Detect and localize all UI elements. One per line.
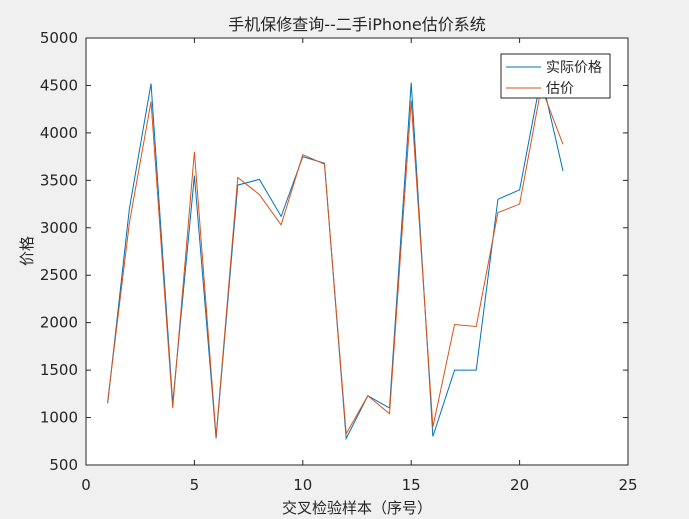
x-tick-label: 25 — [618, 476, 637, 494]
x-tick-label: 0 — [81, 476, 91, 494]
y-tick-label: 2500 — [40, 266, 78, 284]
y-tick-label: 5000 — [40, 29, 78, 47]
plot-frame — [85, 37, 629, 466]
series-line-estimate — [107, 85, 564, 437]
y-tick-label: 1500 — [40, 361, 78, 379]
x-tick-label: 5 — [190, 476, 200, 494]
y-tick-label: 4000 — [40, 124, 78, 142]
legend: 实际价格 估价 — [500, 53, 611, 99]
x-tick-label: 15 — [402, 476, 421, 494]
legend-label-actual: 实际价格 — [546, 60, 602, 76]
y-tick-label: 1000 — [40, 409, 78, 427]
series-layer — [107, 75, 564, 441]
legend-label-estimate: 估价 — [546, 81, 574, 97]
y-tick-label: 2000 — [40, 314, 78, 332]
chart-title: 手机保修查询--二手iPhone估价系统 — [228, 15, 486, 34]
y-axis-label: 价格 — [18, 236, 36, 266]
tick-layer: 0 5 10 15 20 25 500 1000 1500 2000 2500 3000 3500 400… — [40, 29, 638, 494]
y-tick-label: 3500 — [40, 171, 78, 189]
legend-box — [500, 53, 611, 99]
y-tick-label: 3000 — [40, 219, 78, 237]
y-tick-label: 500 — [49, 456, 78, 474]
y-tick-label: 4500 — [40, 76, 78, 94]
x-tick-label: 10 — [293, 476, 312, 494]
x-tick-label: 20 — [510, 476, 529, 494]
x-axis-label: 交叉检验样本（序号） — [282, 499, 432, 517]
